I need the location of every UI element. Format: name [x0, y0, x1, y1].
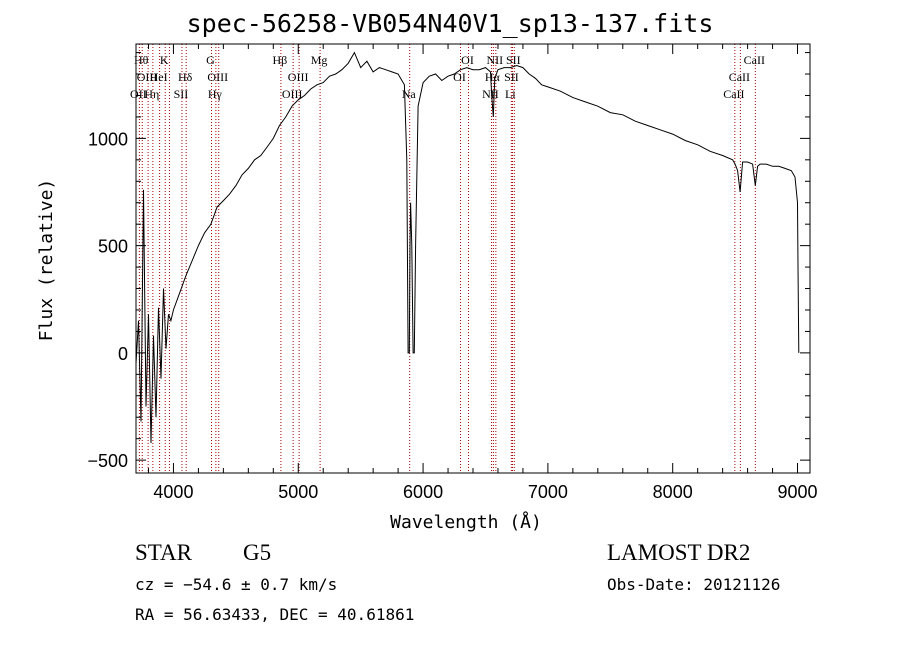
spectral-line-label: SII — [504, 70, 519, 84]
spectral-line-label: OIII — [282, 87, 303, 101]
spectral-line-label: HeI — [150, 70, 168, 84]
axis-tick-labels: 4000 5000 6000 7000 8000 9000 −500 0 500 1000 — [87, 129, 817, 502]
spectral-line-label: OIII — [207, 70, 228, 84]
spectral-line-markers — [138, 44, 756, 473]
object-class: STAR — [135, 540, 192, 565]
y-tick-label: 0 — [118, 344, 128, 364]
spectral-line-label: Hθ — [134, 53, 149, 67]
survey-name: LAMOST DR2 — [607, 540, 751, 565]
spectral-line-label: SII — [174, 87, 189, 101]
spectral-line-label: OII — [130, 87, 147, 101]
x-tick-label: 8000 — [653, 482, 693, 502]
object-subclass: G5 — [243, 540, 272, 565]
x-tick-label: 4000 — [153, 482, 193, 502]
spectral-line-label: NII — [482, 87, 499, 101]
ra-dec-coordinates: RA = 56.63433, DEC = 40.61861 — [135, 605, 415, 624]
spectral-line-label: Li — [505, 87, 516, 101]
spectral-line-label: Hδ — [178, 70, 193, 84]
spectral-line-labels: OIIHθOIIIHηHeIKSIIHδGHγOIIIHβOIIIOIIIMgN… — [130, 53, 765, 101]
x-tick-label: 7000 — [528, 482, 568, 502]
spectral-line-label: OIII — [288, 70, 309, 84]
y-tick-label: −500 — [87, 451, 128, 471]
redshift-velocity: cz = −54.6 ± 0.7 km/s — [135, 575, 338, 594]
x-tick-label: 9000 — [777, 482, 817, 502]
spectral-line-label: NII — [487, 53, 504, 67]
x-axis-label: Wavelength (Å) — [390, 511, 542, 533]
x-tick-label: 6000 — [403, 482, 443, 502]
axis-ticks — [136, 44, 810, 473]
spectral-line-label: OI — [453, 70, 466, 84]
x-tick-label: 5000 — [278, 482, 318, 502]
observation-date: Obs-Date: 20121126 — [607, 575, 781, 594]
spectral-line-label: Hα — [485, 70, 501, 84]
spectral-line-label: OI — [461, 53, 474, 67]
spectral-line-label: SII — [506, 53, 521, 67]
spectral-line-label: CaII — [723, 87, 744, 101]
spectral-line-label: OIII — [137, 70, 158, 84]
spectral-line-label: G — [206, 53, 215, 67]
spectral-line-label: K — [160, 53, 169, 67]
spectral-line-label: Hβ — [273, 53, 288, 67]
y-tick-label: 500 — [98, 237, 128, 257]
spectral-line-label: Na — [402, 87, 417, 101]
spectral-line-label: Hγ — [208, 87, 223, 101]
flux-series-line — [135, 51, 800, 444]
y-tick-label: 1000 — [88, 129, 128, 149]
plot-frame — [135, 43, 811, 474]
y-axis-label: Flux (relative) — [36, 179, 57, 342]
chart-title: spec-56258-VB054N40V1_sp13-137.fits — [186, 9, 714, 38]
spectral-line-label: Hη — [144, 87, 159, 101]
spectral-line-label: CaII — [744, 53, 765, 67]
spectral-line-label: CaII — [729, 70, 750, 84]
spectral-line-label: Mg — [311, 53, 328, 67]
